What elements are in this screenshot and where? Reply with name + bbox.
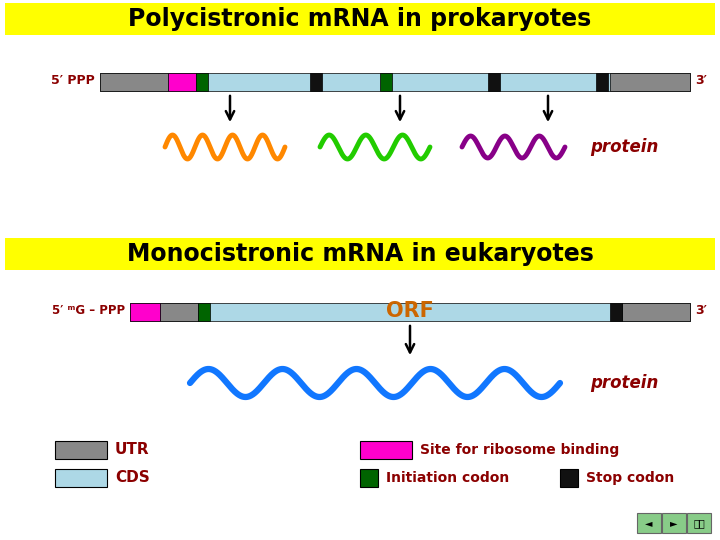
Text: 5′ ᵐG – PPP: 5′ ᵐG – PPP <box>52 303 125 316</box>
Bar <box>196 73 208 91</box>
Text: 目次: 目次 <box>693 518 705 528</box>
Bar <box>610 303 622 321</box>
Bar <box>5 238 715 270</box>
Text: protein: protein <box>590 374 658 392</box>
Bar <box>100 73 168 91</box>
Bar <box>360 469 378 487</box>
Text: 3′: 3′ <box>695 303 707 316</box>
Bar <box>488 73 500 91</box>
Bar <box>160 303 198 321</box>
Bar <box>380 73 392 91</box>
FancyBboxPatch shape <box>662 513 686 533</box>
Text: ►: ► <box>670 518 678 528</box>
Bar <box>5 3 715 35</box>
FancyBboxPatch shape <box>687 513 711 533</box>
Text: 3′: 3′ <box>695 73 707 86</box>
Bar <box>198 303 210 321</box>
Bar <box>55 469 107 487</box>
Bar <box>130 303 160 321</box>
Text: Site for ribosome binding: Site for ribosome binding <box>420 443 619 457</box>
Bar <box>168 73 196 91</box>
Bar <box>610 73 690 91</box>
Bar <box>596 73 608 91</box>
Text: protein: protein <box>590 138 658 156</box>
Bar <box>55 441 107 459</box>
FancyBboxPatch shape <box>637 513 661 533</box>
Text: CDS: CDS <box>115 470 150 485</box>
Text: ORF: ORF <box>386 301 434 321</box>
Text: Stop codon: Stop codon <box>586 471 674 485</box>
Text: Polycistronic mRNA in prokaryotes: Polycistronic mRNA in prokaryotes <box>128 7 592 31</box>
Text: 5′ PPP: 5′ PPP <box>51 73 95 86</box>
Bar <box>622 303 690 321</box>
Text: Initiation codon: Initiation codon <box>386 471 509 485</box>
Bar <box>310 73 322 91</box>
Bar <box>100 73 690 91</box>
Text: Monocistronic mRNA in eukaryotes: Monocistronic mRNA in eukaryotes <box>127 242 593 266</box>
Bar <box>560 469 578 487</box>
Bar <box>130 303 690 321</box>
Text: ◄: ◄ <box>645 518 653 528</box>
Bar <box>360 441 412 459</box>
Text: UTR: UTR <box>115 442 150 457</box>
